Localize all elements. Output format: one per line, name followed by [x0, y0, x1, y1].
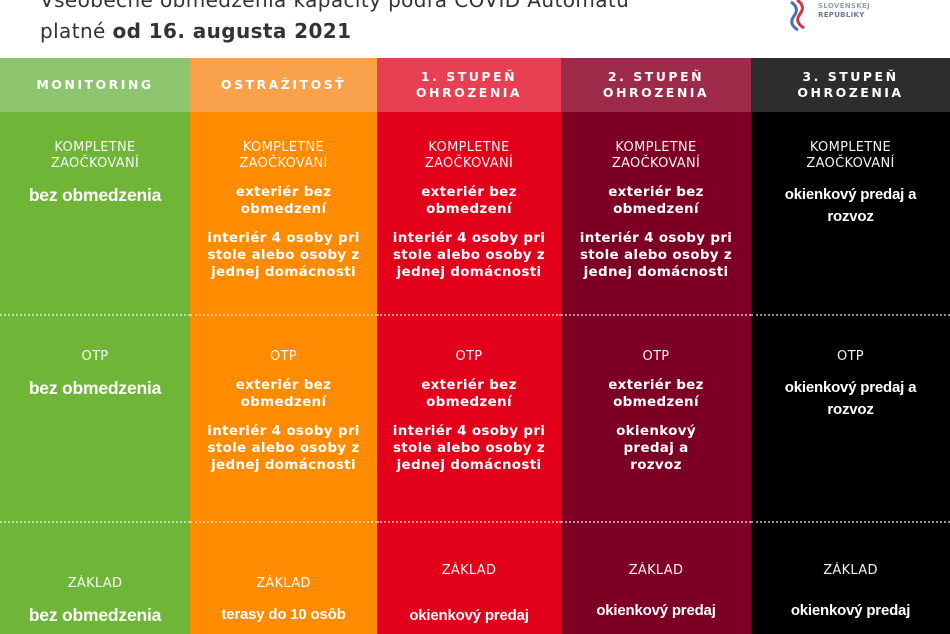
section-otp: OTP exteriér bez obmedzení interiér 4 os… — [377, 349, 561, 474]
column-header: 3. STUPEŇ OHROZENIA — [751, 58, 950, 112]
rule-text: exteriér bez obmedzení — [421, 184, 517, 217]
rule-text: okienkový predaj — [790, 602, 911, 619]
rule-text: okienkový predaj — [596, 602, 716, 619]
category-label: OTP — [642, 349, 670, 364]
section-zaklad: ZÁKLAD okienkový predaj — [377, 563, 561, 627]
column-stupen-1: 1. STUPEŇ OHROZENIA KOMPLETNE ZAOČKOVANÍ… — [377, 58, 561, 634]
rule-text: okienkový predaj a rozvoz — [784, 379, 917, 418]
section-divider — [751, 314, 950, 316]
category-label: ZÁKLAD — [256, 576, 311, 591]
section-otp: OTP exteriér bez obmedzení okienkový pre… — [561, 349, 751, 474]
column-monitoring: MONITORING KOMPLETNE ZAOČKOVANÍ bez obme… — [0, 58, 190, 634]
rule-text: exteriér bez obmedzení — [608, 184, 704, 217]
category-label: ZÁKLAD — [628, 563, 684, 578]
column-body: KOMPLETNE ZAOČKOVANÍ bez obmedzenia OTP … — [0, 112, 190, 634]
category-label: OTP — [270, 349, 297, 364]
section-kompletne: KOMPLETNE ZAOČKOVANÍ exteriér bez obmedz… — [377, 140, 561, 281]
page-subtitle: platné od 16. augusta 2021 — [40, 19, 351, 43]
section-divider — [561, 521, 751, 523]
section-kompletne: KOMPLETNE ZAOČKOVANÍ exteriér bez obmedz… — [561, 140, 751, 281]
category-label: KOMPLETNE ZAOČKOVANÍ — [239, 140, 328, 171]
rule-text: exteriér bez obmedzení — [235, 184, 332, 217]
column-ostrazitost: OSTRAŽITOSŤ KOMPLETNE ZAOČKOVANÍ exterié… — [190, 58, 377, 634]
section-divider — [377, 521, 561, 523]
section-divider — [0, 521, 190, 523]
logo-text: SLOVENSKEJ REPUBLIKY — [818, 2, 870, 20]
section-divider — [561, 314, 751, 316]
logo-text-line2: REPUBLIKY — [818, 11, 865, 19]
section-divider — [190, 314, 377, 316]
category-label: OTP — [81, 349, 109, 364]
rule-text: interiér 4 osoby pri stole alebo osoby z… — [392, 423, 546, 473]
rule-text: interiér 4 osoby pri stole alebo osoby z… — [207, 230, 360, 280]
section-otp: OTP exteriér bez obmedzení interiér 4 os… — [190, 349, 377, 474]
ministry-logo: SLOVENSKEJ REPUBLIKY — [788, 0, 908, 40]
rule-text: bez obmedzenia — [28, 378, 162, 398]
category-label: KOMPLETNE ZAOČKOVANÍ — [50, 140, 140, 171]
category-label: OTP — [837, 349, 864, 364]
rule-text: exteriér bez obmedzení — [608, 377, 704, 410]
rule-text: exteriér bez obmedzení — [235, 377, 332, 410]
section-zaklad: ZÁKLAD okienkový predaj — [751, 563, 950, 622]
subtitle-date: od 16. augusta 2021 — [112, 19, 352, 43]
category-label: ZÁKLAD — [67, 576, 123, 591]
page-title: Všeobecné obmedzenia kapacity podľa COVI… — [40, 0, 630, 12]
section-kompletne: KOMPLETNE ZAOČKOVANÍ bez obmedzenia — [0, 140, 190, 206]
rule-text: interiér 4 osoby pri stole alebo osoby z… — [579, 230, 733, 280]
logo-text-line1: SLOVENSKEJ — [818, 2, 870, 10]
section-otp: OTP bez obmedzenia — [0, 349, 190, 399]
rule-text: terasy do 10 osôb — [221, 606, 346, 623]
column-header: 1. STUPEŇ OHROZENIA — [377, 58, 561, 112]
section-otp: OTP okienkový predaj a rozvoz — [751, 349, 950, 421]
category-label: ZÁKLAD — [441, 563, 497, 578]
section-divider — [377, 314, 561, 316]
section-zaklad: ZÁKLAD bez obmedzenia — [0, 576, 190, 626]
section-zaklad: ZÁKLAD terasy do 10 osôb — [190, 576, 377, 626]
column-stupen-2: 2. STUPEŇ OHROZENIA KOMPLETNE ZAOČKOVANÍ… — [561, 58, 751, 634]
category-label: KOMPLETNE ZAOČKOVANÍ — [611, 140, 701, 171]
rule-text: interiér 4 osoby pri stole alebo osoby z… — [207, 423, 360, 473]
category-label: OTP — [455, 349, 483, 364]
column-body: KOMPLETNE ZAOČKOVANÍ exteriér bez obmedz… — [190, 112, 377, 634]
column-body: KOMPLETNE ZAOČKOVANÍ exteriér bez obmedz… — [561, 112, 751, 634]
section-zaklad: ZÁKLAD okienkový predaj — [561, 563, 751, 622]
rule-text: exteriér bez obmedzení — [421, 377, 517, 410]
column-body: KOMPLETNE ZAOČKOVANÍ okienkový predaj a … — [751, 112, 950, 634]
section-divider — [190, 521, 377, 523]
rule-text: okienkový predaj a rozvoz — [784, 186, 917, 225]
section-divider — [0, 314, 190, 316]
column-header: OSTRAŽITOSŤ — [190, 58, 377, 112]
section-kompletne: KOMPLETNE ZAOČKOVANÍ okienkový predaj a … — [751, 140, 950, 228]
rule-text: okienkový predaj — [409, 607, 529, 624]
section-divider — [751, 521, 950, 523]
category-label: ZÁKLAD — [823, 563, 878, 578]
rule-text: bez obmedzenia — [28, 605, 162, 625]
rule-text: bez obmedzenia — [28, 185, 162, 205]
column-header: 2. STUPEŇ OHROZENIA — [561, 58, 751, 112]
column-body: KOMPLETNE ZAOČKOVANÍ exteriér bez obmedz… — [377, 112, 561, 634]
category-label: KOMPLETNE ZAOČKOVANÍ — [806, 140, 895, 171]
rule-text: okienkový predaj a rozvoz — [616, 423, 696, 473]
column-stupen-3: 3. STUPEŇ OHROZENIA KOMPLETNE ZAOČKOVANÍ… — [751, 58, 950, 634]
rule-text: interiér 4 osoby pri stole alebo osoby z… — [392, 230, 546, 280]
header: Všeobecné obmedzenia kapacity podľa COVI… — [0, 0, 950, 56]
category-label: KOMPLETNE ZAOČKOVANÍ — [424, 140, 514, 171]
subtitle-prefix: platné — [40, 19, 113, 43]
section-kompletne: KOMPLETNE ZAOČKOVANÍ exteriér bez obmedz… — [190, 140, 377, 281]
ministry-emblem-icon — [790, 0, 805, 32]
column-header: MONITORING — [0, 58, 190, 112]
